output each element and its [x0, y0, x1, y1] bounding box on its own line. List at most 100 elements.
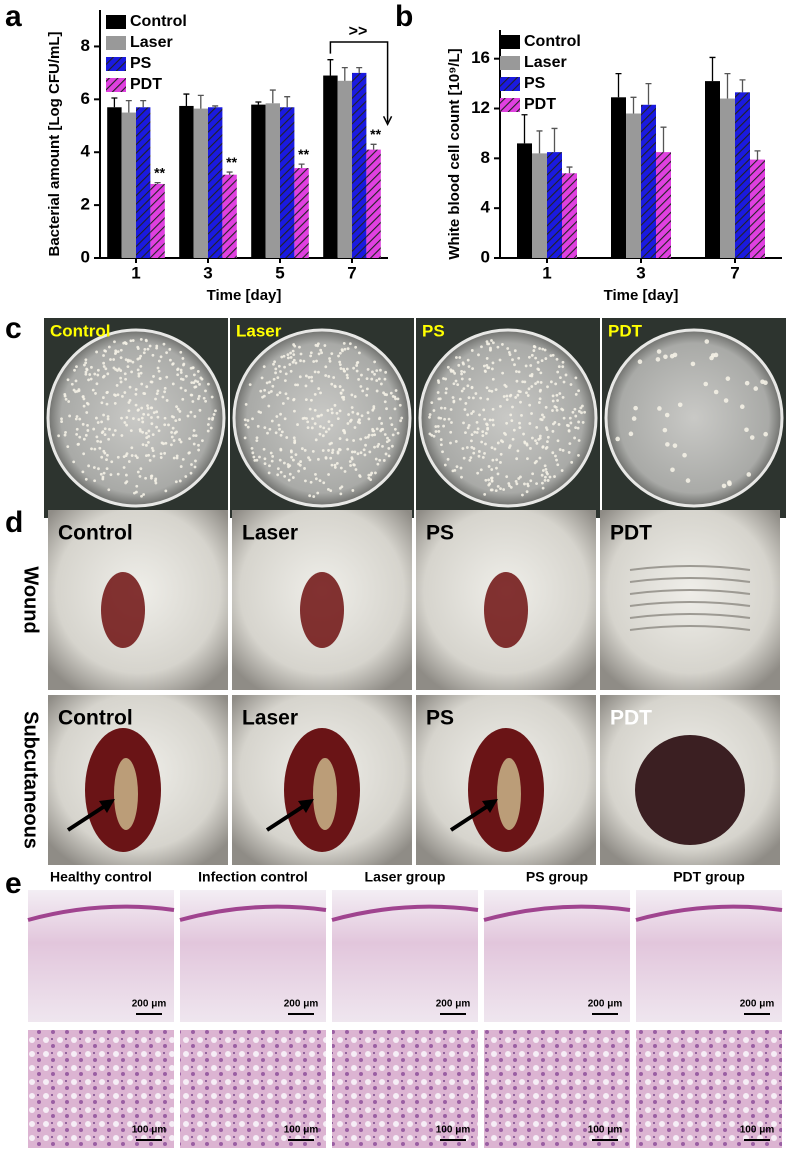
colony	[330, 411, 334, 415]
colony	[486, 397, 490, 401]
plate	[418, 328, 598, 508]
colony	[545, 428, 549, 432]
colony	[188, 451, 191, 455]
colony	[725, 376, 731, 381]
colony	[343, 369, 347, 373]
colony	[158, 377, 162, 380]
colony	[82, 437, 86, 441]
colony	[573, 436, 576, 440]
colony	[446, 457, 450, 461]
colony	[113, 429, 117, 432]
colony	[373, 372, 376, 376]
legend-swatch	[500, 98, 520, 112]
colony	[515, 379, 519, 383]
colony	[379, 368, 382, 372]
colony	[400, 416, 404, 420]
error-bar	[356, 66, 363, 73]
colony	[543, 478, 547, 482]
colony	[72, 388, 76, 392]
colony	[151, 353, 155, 357]
colony	[262, 394, 266, 398]
colony	[561, 395, 565, 399]
colony	[434, 425, 438, 428]
colony	[467, 396, 471, 400]
bar	[352, 72, 367, 258]
fur-fold	[629, 577, 751, 583]
colony	[490, 389, 494, 393]
colony	[243, 436, 247, 440]
colony	[262, 447, 266, 451]
colony	[444, 391, 448, 395]
colony	[436, 424, 440, 428]
colony	[343, 470, 347, 473]
colony	[146, 347, 150, 351]
colony	[517, 477, 521, 480]
colony	[181, 378, 185, 381]
colony	[527, 355, 531, 359]
colony	[552, 422, 555, 426]
colony	[84, 361, 88, 365]
bar	[641, 104, 656, 258]
bar	[547, 152, 562, 258]
colony	[162, 442, 165, 446]
colony	[303, 467, 306, 470]
legend-swatch	[500, 35, 520, 49]
colony	[335, 461, 339, 465]
colony	[348, 342, 352, 346]
error-bar	[284, 96, 291, 108]
colony	[490, 476, 493, 480]
colony	[310, 398, 313, 402]
bar	[150, 183, 165, 258]
colony	[140, 416, 144, 420]
y-tick-label: 12	[471, 98, 490, 117]
colony	[567, 451, 571, 454]
colony	[512, 428, 516, 432]
colony	[301, 417, 305, 420]
colony	[144, 338, 148, 342]
colony	[317, 370, 320, 374]
colony	[308, 407, 312, 411]
colony	[330, 382, 334, 386]
colony	[115, 384, 119, 387]
colony	[82, 452, 86, 456]
colony	[333, 403, 337, 407]
colony	[140, 406, 144, 410]
colony	[106, 390, 109, 394]
colony	[516, 393, 520, 397]
fur-fold	[629, 625, 751, 631]
colony	[133, 491, 136, 495]
colony	[503, 383, 507, 387]
colony	[147, 453, 151, 457]
colony	[320, 413, 323, 417]
colony	[672, 443, 678, 448]
colony	[82, 404, 86, 408]
colony	[387, 454, 391, 458]
colony	[470, 433, 474, 436]
colony	[571, 410, 575, 414]
colony	[179, 465, 183, 468]
colony	[529, 447, 532, 450]
colony	[356, 360, 360, 364]
colony	[333, 463, 337, 467]
colony	[491, 377, 495, 381]
colony	[270, 389, 273, 393]
colony	[436, 391, 440, 394]
error-bar	[269, 89, 276, 104]
colony	[124, 377, 127, 381]
colony	[356, 412, 360, 416]
colony	[513, 349, 517, 353]
colony	[493, 447, 497, 451]
panel-label: a	[5, 0, 22, 33]
colony	[175, 454, 179, 458]
colony	[368, 450, 372, 454]
colony	[246, 419, 250, 422]
colony	[136, 368, 140, 372]
colony	[176, 373, 180, 377]
colony	[489, 488, 493, 492]
colony	[95, 350, 98, 354]
colony	[470, 439, 473, 443]
colony	[342, 429, 345, 432]
y-tick-label: 6	[81, 89, 90, 108]
colony	[279, 433, 283, 437]
epidermis	[331, 904, 479, 922]
